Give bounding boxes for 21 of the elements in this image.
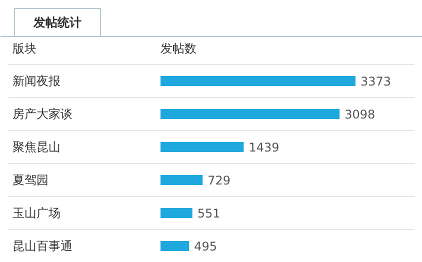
y-tick-label: 夏驾园 [12,173,48,187]
data-label: 1439 [248,140,280,154]
y-tick-label: 新闻夜报 [12,74,60,88]
bar [160,175,203,185]
y-axis-title: 版块 [12,42,36,56]
y-tick-label: 聚焦昆山 [12,140,60,154]
y-tick-label: 房产大家谈 [12,107,72,121]
data-label: 729 [208,174,231,188]
bar [160,208,192,218]
x-axis-title: 发帖数 [160,42,196,56]
bar [160,109,340,119]
bar [160,142,244,152]
data-label: 3373 [360,74,392,88]
y-tick-label: 玉山广场 [12,206,60,220]
data-label: 495 [194,240,218,254]
text: 发帖统计 [32,16,82,30]
data-label: 551 [197,206,220,220]
bar [160,241,190,251]
data-label: 3098 [344,108,376,122]
y-tick-label: 昆山百事通 [12,239,72,253]
bar [160,76,356,86]
